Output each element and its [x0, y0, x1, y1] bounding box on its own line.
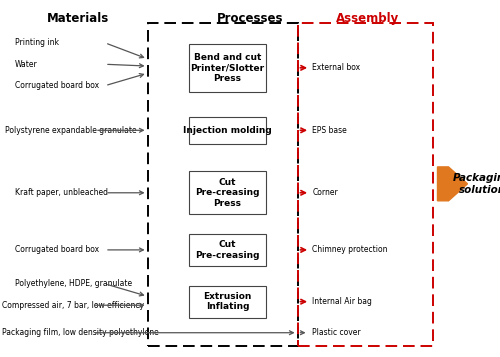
Text: EPS base: EPS base	[312, 126, 347, 135]
Text: Cut
Pre-creasing
Press: Cut Pre-creasing Press	[195, 178, 260, 208]
Text: Water: Water	[15, 60, 38, 69]
Text: External box: External box	[312, 63, 360, 72]
Text: Packaging
solution: Packaging solution	[452, 173, 500, 195]
Text: Internal Air bag: Internal Air bag	[312, 297, 372, 306]
Text: Bend and cut
Printer/Slotter
Press: Bend and cut Printer/Slotter Press	[190, 53, 264, 83]
Text: Corner: Corner	[312, 188, 338, 197]
Text: Materials: Materials	[46, 12, 108, 25]
FancyArrow shape	[438, 167, 468, 201]
Bar	[148, 23, 298, 346]
Text: Plastic cover: Plastic cover	[312, 328, 361, 337]
Text: Assembly: Assembly	[336, 12, 399, 25]
Text: Cut
Pre-creasing: Cut Pre-creasing	[195, 240, 260, 260]
Bar	[189, 171, 266, 214]
Text: Chimney protection: Chimney protection	[312, 245, 388, 255]
Bar	[189, 117, 266, 144]
Text: Packaging film, low density polyethylene: Packaging film, low density polyethylene	[2, 328, 159, 337]
Bar	[298, 23, 432, 346]
Bar	[189, 234, 266, 266]
Text: Compressed air, 7 bar, low efficiency: Compressed air, 7 bar, low efficiency	[2, 301, 144, 310]
Text: Printing ink: Printing ink	[15, 38, 59, 47]
Text: Injection molding: Injection molding	[183, 126, 272, 135]
Text: Corrugated board box: Corrugated board box	[15, 81, 99, 90]
Text: Polystyrene expandable granulate: Polystyrene expandable granulate	[5, 126, 136, 135]
Text: Extrusion
Inflating: Extrusion Inflating	[204, 292, 252, 311]
Bar	[189, 44, 266, 92]
Text: Polyethylene, HDPE, granulate: Polyethylene, HDPE, granulate	[15, 279, 132, 288]
Text: Corrugated board box: Corrugated board box	[15, 245, 99, 255]
Text: Kraft paper, unbleached: Kraft paper, unbleached	[15, 188, 108, 197]
Text: Processes: Processes	[217, 12, 283, 25]
Bar	[189, 286, 266, 318]
